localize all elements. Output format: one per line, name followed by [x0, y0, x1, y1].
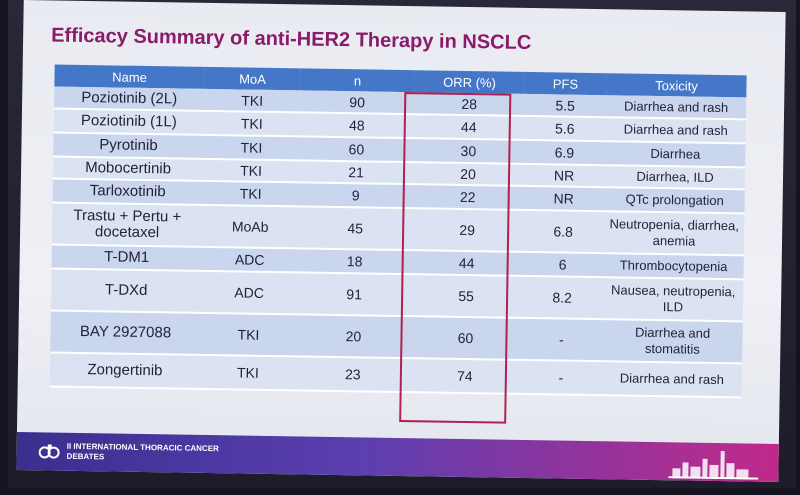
table-body: Poziotinib (2L) TKI 90 28 5.5 Diarrhea and ra…	[49, 86, 747, 398]
cell-moa: TKI	[203, 110, 301, 137]
cell-moa: MoAb	[201, 204, 299, 249]
slide: Efficacy Summary of anti-HER2 Therapy in…	[16, 0, 786, 482]
cell-toxicity: Diarrhea, ILD	[604, 165, 746, 190]
footer-bar: II INTERNATIONAL THORACIC CANCER DEBATES	[16, 431, 779, 482]
cell-n: 18	[297, 248, 412, 275]
cell-pfs: 5.5	[523, 93, 607, 118]
cell-moa: TKI	[202, 158, 300, 183]
cell-toxicity: Diarrhea	[605, 141, 746, 168]
cell-name: Poziotinib (1L)	[53, 108, 205, 135]
header-orr: ORR (%)	[414, 70, 525, 94]
cell-moa: TKI	[202, 180, 299, 207]
cell-toxicity: Neutropenia, diarrhea, anemia	[603, 211, 745, 256]
cell-moa: ADC	[200, 270, 298, 315]
cell-moa: TKI	[204, 88, 301, 113]
cell-toxicity: Diarrhea and stomatitis	[602, 319, 743, 364]
footer-event-name: II INTERNATIONAL THORACIC CANCER DEBATES	[66, 441, 219, 462]
cell-name: T-DXd	[50, 268, 202, 313]
cell-n: 20	[296, 314, 411, 359]
cell-pfs: -	[519, 359, 603, 396]
cell-moa: TKI	[203, 134, 300, 161]
cell-n: 48	[299, 112, 414, 139]
cell-pfs: 5.6	[523, 115, 606, 142]
projection-screen: Efficacy Summary of anti-HER2 Therapy in…	[8, 0, 796, 488]
cell-pfs: 6.8	[521, 209, 605, 254]
cell-n: 9	[298, 182, 413, 209]
cell-pfs: NR	[522, 185, 605, 212]
header-pfs: PFS	[524, 71, 607, 96]
cell-pfs: NR	[522, 163, 606, 188]
cell-moa: TKI	[200, 312, 297, 357]
cell-toxicity: Diarrhea and rash	[605, 95, 747, 120]
cell-n: 45	[297, 206, 413, 251]
cell-n: 90	[300, 90, 415, 115]
cell-name: BAY 2927088	[50, 310, 201, 355]
cell-n: 91	[296, 272, 412, 317]
cell-name: T-DM1	[51, 244, 202, 271]
efficacy-table: Name MoA n ORR (%) PFS Toxicity Poziotin…	[49, 64, 747, 399]
header-toxicity: Toxicity	[606, 73, 747, 98]
cell-n: 60	[299, 136, 414, 163]
cell-toxicity: Nausea, neutropenia, ILD	[602, 277, 744, 322]
cell-pfs: -	[520, 317, 603, 362]
cell-toxicity: Thrombocytopenia	[603, 253, 744, 280]
cell-toxicity: QTc prolongation	[604, 187, 745, 214]
header-n: n	[300, 68, 415, 93]
cell-name: Tarloxotinib	[52, 178, 203, 205]
cell-name: Poziotinib (2L)	[54, 86, 205, 111]
cell-n: 21	[298, 160, 414, 185]
event-logo-icon	[38, 444, 60, 459]
cell-moa: TKI	[199, 354, 297, 391]
slide-title: Efficacy Summary of anti-HER2 Therapy in…	[51, 24, 532, 55]
orr-highlight-box	[399, 92, 512, 424]
cell-name: Pyrotinib	[53, 132, 204, 159]
city-skyline-icon	[668, 451, 759, 480]
header-moa: MoA	[204, 66, 301, 91]
cell-name: Zongertinib	[49, 352, 201, 389]
cell-pfs: 6.9	[523, 139, 606, 166]
cell-pfs: 6	[521, 251, 604, 278]
cell-toxicity: Diarrhea and rash	[605, 117, 746, 144]
cell-pfs: 8.2	[520, 275, 604, 320]
header-name: Name	[54, 64, 205, 89]
cell-toxicity: Diarrhea and rash	[601, 361, 743, 398]
cell-name: Trastu + Pertu + docetaxel	[51, 202, 203, 247]
cell-n: 23	[295, 356, 411, 393]
cell-moa: ADC	[201, 246, 298, 273]
cell-name: Mobocertinib	[52, 156, 204, 181]
